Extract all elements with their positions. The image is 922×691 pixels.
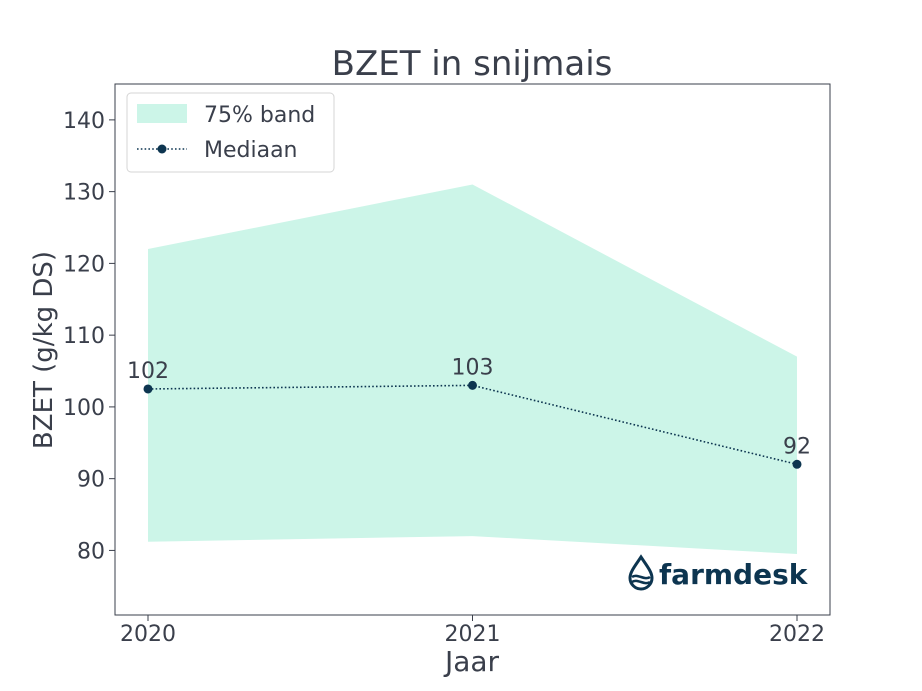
median-data-label: 103 (452, 355, 494, 380)
y-axis-label: BZET (g/kg DS) (29, 251, 59, 449)
median-data-label: 92 (783, 434, 811, 459)
legend-median-label: Mediaan (204, 138, 298, 163)
y-tick-label: 140 (63, 109, 105, 134)
x-tick-label: 2020 (120, 622, 176, 647)
watermark-text: farmdesk (659, 558, 809, 591)
x-tick-label: 2021 (445, 622, 501, 647)
water-drop-icon (628, 554, 654, 591)
x-axis-label: Jaar (443, 645, 500, 678)
median-point (468, 380, 477, 390)
x-tick-label: 2022 (769, 622, 825, 647)
legend-band-swatch (137, 104, 187, 123)
median-labels: 102 103 92 (127, 355, 811, 459)
median-point (792, 459, 802, 469)
legend-band-label: 75% band (204, 103, 315, 128)
legend: 75% band Mediaan (126, 92, 335, 173)
median-points (143, 380, 802, 469)
y-tick-label: 90 (77, 468, 105, 493)
median-data-label: 102 (127, 359, 169, 384)
chart-title: BZET in snijmais (332, 44, 613, 84)
median-point (143, 384, 153, 394)
legend-median-marker (157, 144, 167, 154)
x-axis: 2020 2021 2022 (120, 615, 825, 647)
y-tick-label: 130 (63, 181, 105, 206)
y-axis: 80 90 100 110 120 130 140 (63, 109, 115, 564)
band-75 (148, 184, 797, 555)
y-tick-label: 100 (63, 396, 105, 421)
y-tick-label: 110 (63, 324, 105, 349)
y-tick-label: 80 (77, 539, 105, 564)
y-tick-label: 120 (63, 252, 105, 277)
farmdesk-watermark: farmdesk (628, 554, 809, 591)
plot-area: 102 103 92 (127, 184, 811, 555)
